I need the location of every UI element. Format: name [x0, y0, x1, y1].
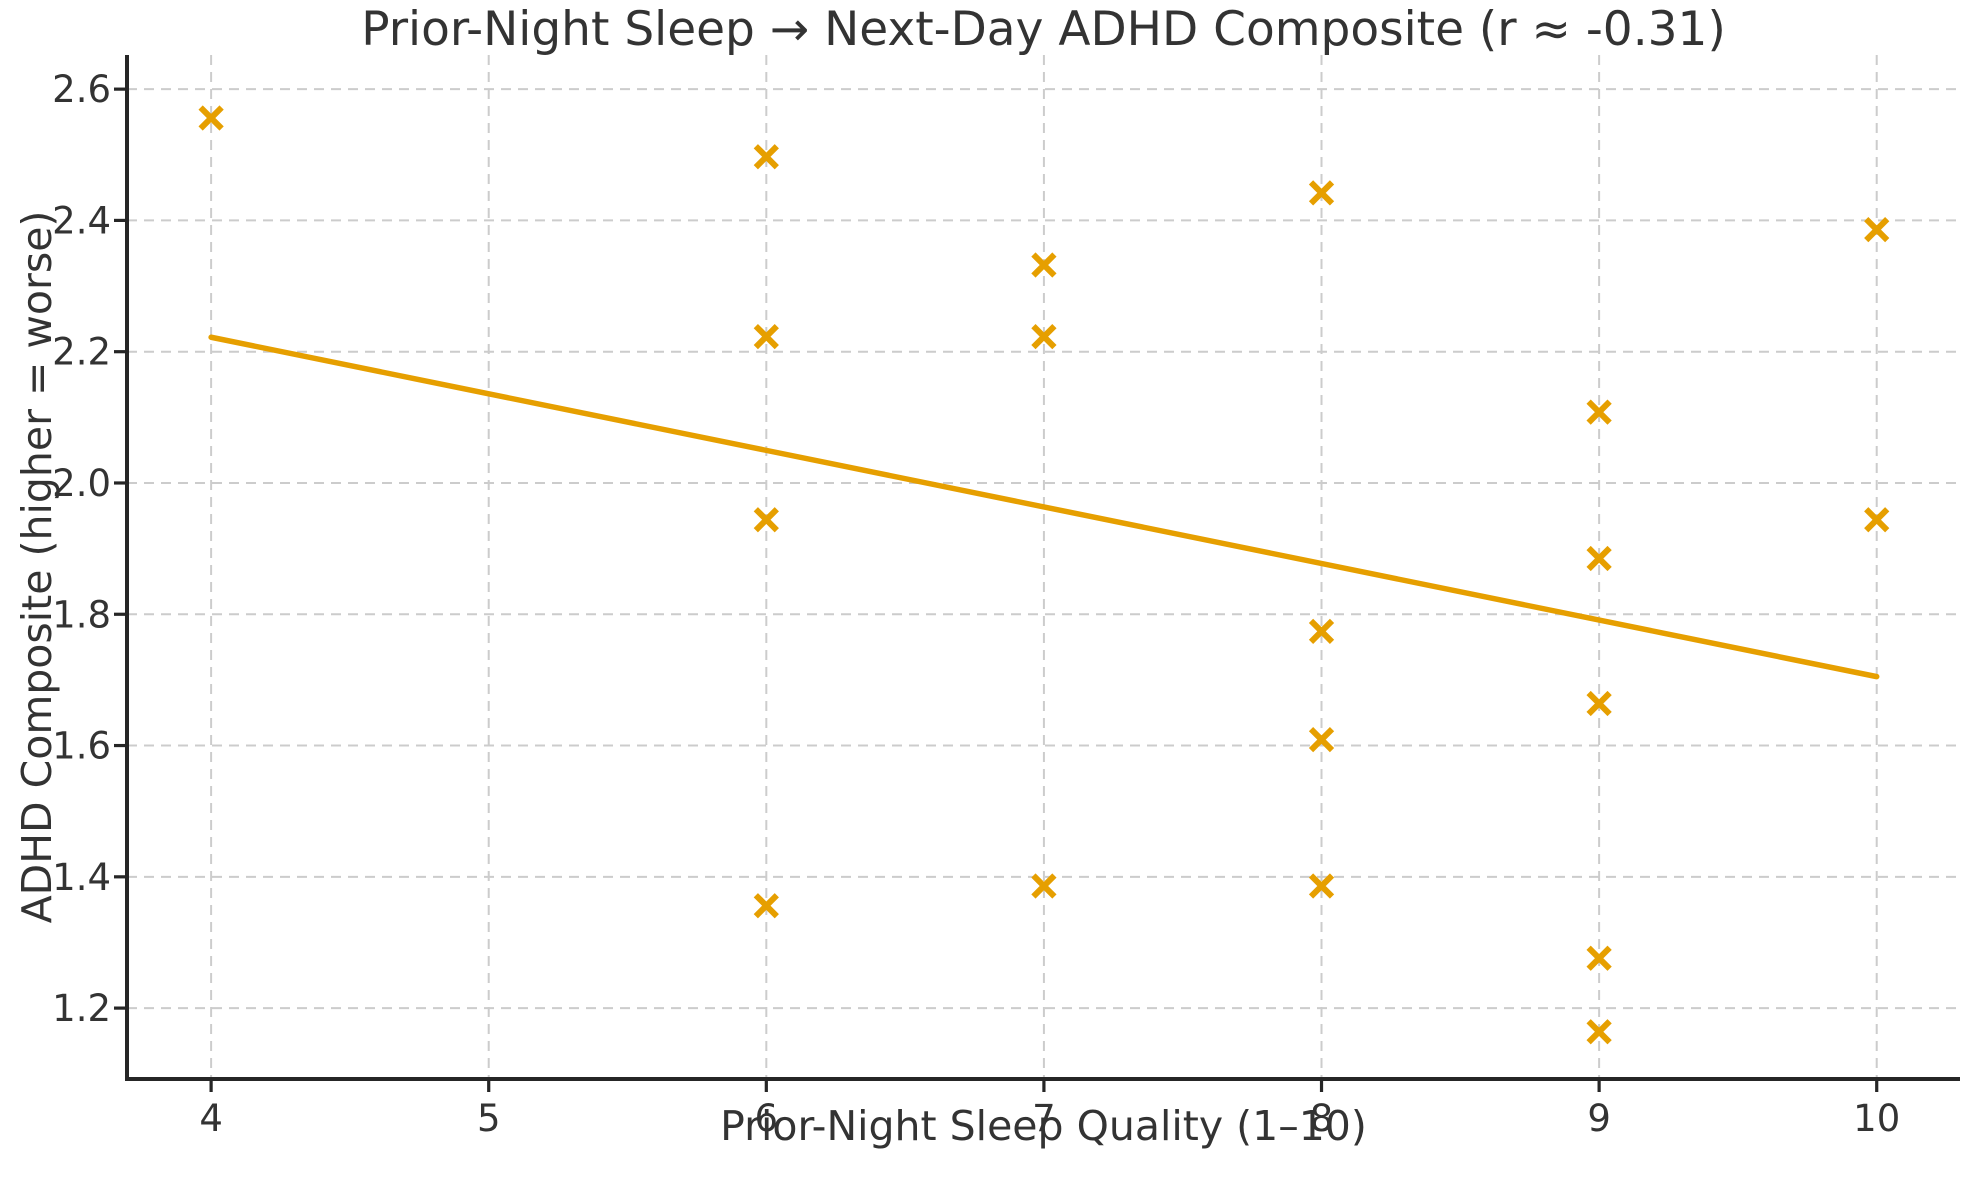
chart-title: Prior-Night Sleep → Next-Day ADHD Compos… [361, 2, 1726, 57]
data-point-marker [753, 323, 779, 350]
y-tick-label: 2.6 [52, 68, 111, 111]
data-point-marker [753, 144, 779, 170]
x-tick-label: 9 [1587, 1097, 1611, 1140]
data-point-marker [1864, 507, 1890, 533]
data-point-marker [1586, 399, 1612, 425]
x-tick-label: 5 [477, 1097, 501, 1140]
data-point-marker [198, 105, 224, 131]
y-tick-label: 1.6 [52, 725, 111, 768]
data-point-marker [1308, 727, 1335, 753]
data-point-marker [1586, 945, 1612, 971]
data-point-marker [1308, 180, 1335, 206]
data-point-marker [753, 507, 779, 533]
data-point-marker [1586, 690, 1612, 717]
data-point-marker [1308, 873, 1335, 899]
x-tick-label: 4 [199, 1097, 223, 1140]
data-point-marker [1864, 216, 1890, 243]
y-axis-label: ADHD Composite (higher = worse) [13, 210, 61, 924]
trend-line [208, 334, 1880, 680]
data-point-marker [1586, 545, 1612, 572]
y-tick-label: 2.4 [52, 199, 111, 242]
x-axis-label: Prior-Night Sleep Quality (1–10) [720, 1102, 1367, 1150]
y-tick-label: 2.0 [52, 462, 111, 505]
data-point-marker [1031, 323, 1057, 350]
data-point-marker [1031, 873, 1057, 899]
data-point-marker [1308, 618, 1335, 644]
y-tick-label: 1.4 [52, 856, 111, 899]
data-point-marker [1031, 252, 1057, 278]
y-tick-label: 2.2 [52, 331, 111, 374]
data-point-marker [1586, 1019, 1612, 1045]
data-point-marker [753, 893, 779, 919]
y-tick-label: 1.2 [52, 987, 111, 1030]
x-tick-label: 6 [755, 1097, 779, 1140]
x-tick-label: 7 [1032, 1097, 1056, 1140]
x-tick-label: 8 [1310, 1097, 1334, 1140]
x-tick-label: 10 [1853, 1097, 1900, 1140]
y-tick-label: 1.8 [52, 593, 111, 636]
